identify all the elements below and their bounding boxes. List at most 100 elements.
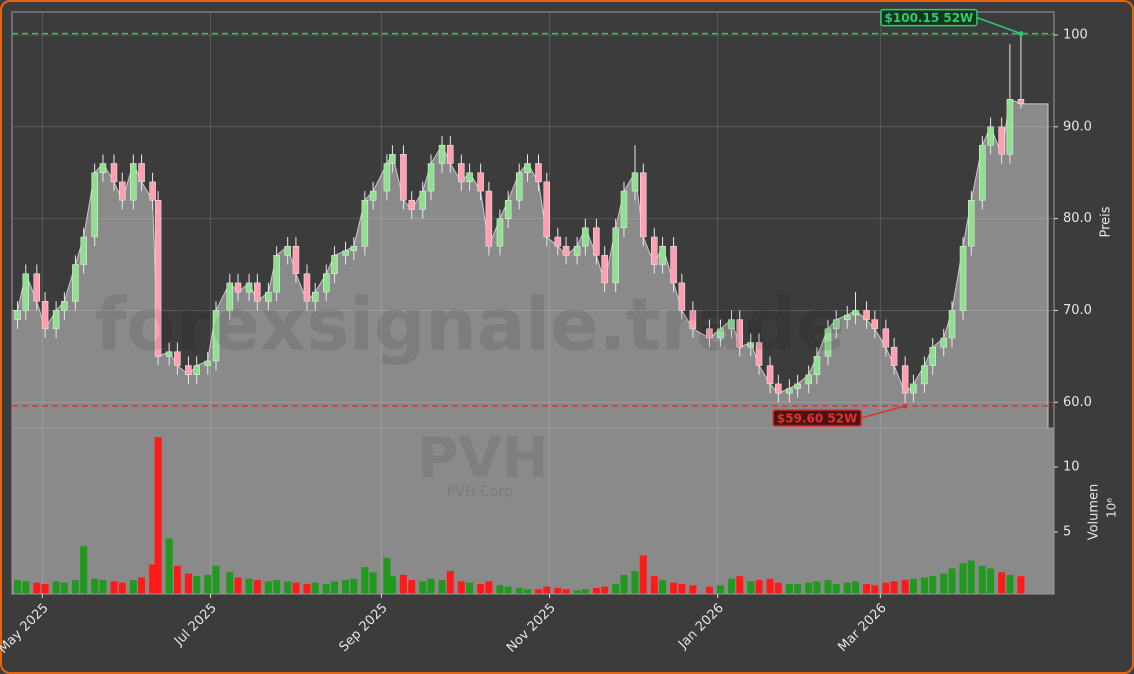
volume-bar: [1017, 576, 1025, 594]
candle-body: [369, 190, 377, 201]
volume-bar: [457, 581, 465, 594]
volume-bar: [727, 578, 735, 594]
candle-body: [400, 154, 407, 201]
candle-body: [747, 342, 755, 348]
candle-body: [717, 328, 724, 339]
volume-bar: [253, 580, 261, 594]
volume-bar: [794, 583, 802, 594]
volume-bar: [1006, 574, 1014, 594]
volume-bar: [987, 568, 995, 594]
volume-bar: [766, 578, 774, 594]
volume-bar: [998, 572, 1006, 594]
candle-body: [185, 365, 192, 375]
volume-bar: [689, 585, 697, 594]
candle-body: [504, 200, 512, 219]
candle-body: [651, 236, 658, 265]
candle-body: [408, 200, 415, 210]
annotation-label: $59.60 52W: [777, 411, 857, 425]
volume-bar: [91, 578, 99, 594]
volume-bar: [292, 582, 300, 594]
volume-bar: [940, 573, 948, 594]
candle-body: [52, 310, 60, 330]
candle-body: [149, 181, 156, 201]
candle-body: [419, 190, 426, 210]
candle-body: [226, 282, 234, 311]
candle-body: [438, 144, 446, 164]
candle-body: [948, 310, 956, 339]
candle-body: [794, 383, 801, 389]
candle-body: [620, 190, 628, 229]
candle-body: [41, 301, 49, 330]
volume-bar: [485, 581, 493, 594]
candle-body: [234, 282, 242, 293]
candle-body: [601, 255, 608, 284]
volume-bar: [52, 581, 60, 594]
volume-bar: [755, 580, 763, 594]
volume-bar: [852, 581, 860, 594]
candle-body: [959, 245, 967, 311]
candle-body: [72, 264, 79, 302]
volume-bar: [863, 583, 871, 594]
candle-body: [805, 374, 812, 385]
candle-body: [852, 310, 859, 316]
volume-bar: [967, 560, 975, 594]
y-tick-label: 60.0: [1063, 395, 1092, 410]
volume-bar: [22, 581, 30, 594]
volume-bar: [234, 577, 242, 594]
candle-body: [361, 200, 369, 247]
candle-body: [110, 163, 118, 183]
candle-body: [350, 245, 358, 252]
volume-bar: [612, 583, 620, 594]
volume-bar: [438, 580, 446, 594]
candle-body: [863, 310, 870, 320]
volume-bar: [639, 555, 647, 594]
candle-body: [292, 245, 300, 274]
volume-bar: [388, 576, 396, 594]
volume-bar: [303, 583, 311, 594]
candle-body: [659, 245, 666, 265]
candle-body: [786, 388, 793, 394]
ticker: PVH: [417, 426, 548, 491]
y-axis-label: Preis: [1099, 206, 1114, 237]
volume-tick-label: 5: [1063, 524, 1071, 539]
volume-axis-label: Volumen: [1087, 484, 1102, 541]
volume-bar: [41, 583, 49, 594]
candle-body: [813, 356, 821, 375]
volume-bar: [909, 578, 917, 594]
candle-body: [14, 310, 21, 320]
candle-body: [254, 282, 261, 302]
volume-bar: [959, 563, 967, 594]
volume-bar: [154, 437, 162, 594]
volume-bar: [562, 589, 570, 594]
candle-body: [466, 172, 473, 183]
volume-bar: [383, 557, 391, 594]
candle-body: [22, 273, 30, 311]
candle-body: [193, 365, 200, 375]
candle-body: [535, 163, 542, 183]
candle-body: [968, 200, 975, 247]
volume-bar: [71, 580, 79, 594]
candle-body: [524, 163, 531, 173]
candle-body: [99, 163, 107, 173]
volume-bar: [929, 576, 937, 594]
volume-bar: [581, 589, 589, 594]
candle-body: [631, 172, 639, 192]
y-tick-label: 80.0: [1063, 211, 1092, 226]
candle-body: [33, 273, 41, 302]
annotation-point: [1018, 31, 1024, 37]
volume-bar: [890, 581, 898, 594]
volume-bar: [212, 565, 220, 594]
candle-body: [910, 383, 917, 394]
volume-bar: [446, 570, 454, 594]
volume-bar: [193, 576, 201, 594]
volume-bar: [650, 576, 658, 594]
volume-bar: [871, 585, 879, 594]
annotation-arrow: [976, 16, 1022, 35]
candle-body: [515, 172, 523, 201]
candle-body: [640, 172, 647, 238]
candle-body: [543, 181, 551, 238]
volume-bar: [948, 568, 956, 594]
volume-bar: [408, 580, 416, 594]
volume-bar: [369, 572, 377, 594]
